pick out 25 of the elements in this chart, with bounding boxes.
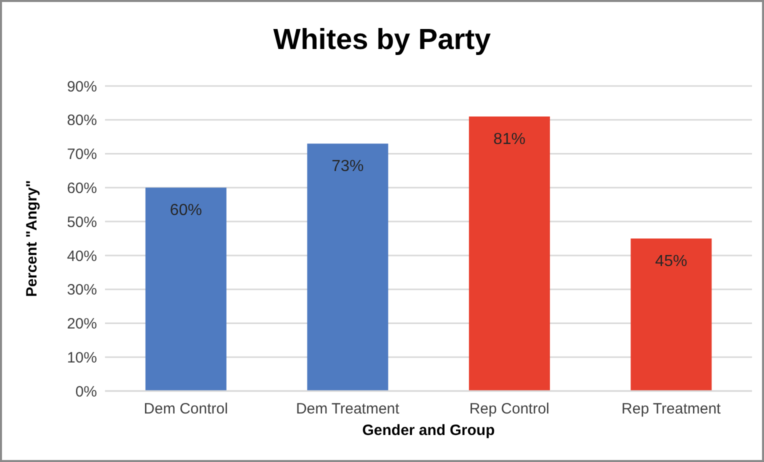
bar (630, 238, 712, 391)
y-tick-label: 30% (66, 282, 97, 299)
y-tick-label: 90% (66, 78, 97, 96)
bar (307, 144, 388, 391)
data-label: 81% (493, 130, 526, 148)
x-tick-label: Dem Control (144, 400, 228, 418)
x-axis-title: Gender and Group (362, 422, 495, 439)
bar (468, 116, 550, 391)
x-tick-label: Rep Control (469, 400, 550, 418)
bar (145, 188, 226, 391)
y-tick-label: 40% (66, 248, 97, 265)
y-tick-label: 0% (75, 383, 97, 400)
x-tick-label: Rep Treatment (622, 400, 722, 418)
y-tick-label: 10% (66, 349, 97, 366)
y-tick-label: 60% (66, 180, 97, 197)
chart-title: Whites by Party (272, 23, 492, 58)
y-tick-label: 80% (66, 112, 97, 130)
y-axis-title: Percent "Angry" (24, 180, 40, 297)
x-tick-label: Dem Treatment (296, 400, 400, 418)
y-tick-label: 20% (66, 316, 97, 333)
y-tick-label: 50% (66, 214, 97, 231)
data-label: 73% (332, 158, 364, 175)
data-label: 45% (655, 252, 688, 270)
y-tick-label: 70% (66, 146, 97, 164)
data-label: 60% (170, 202, 202, 220)
